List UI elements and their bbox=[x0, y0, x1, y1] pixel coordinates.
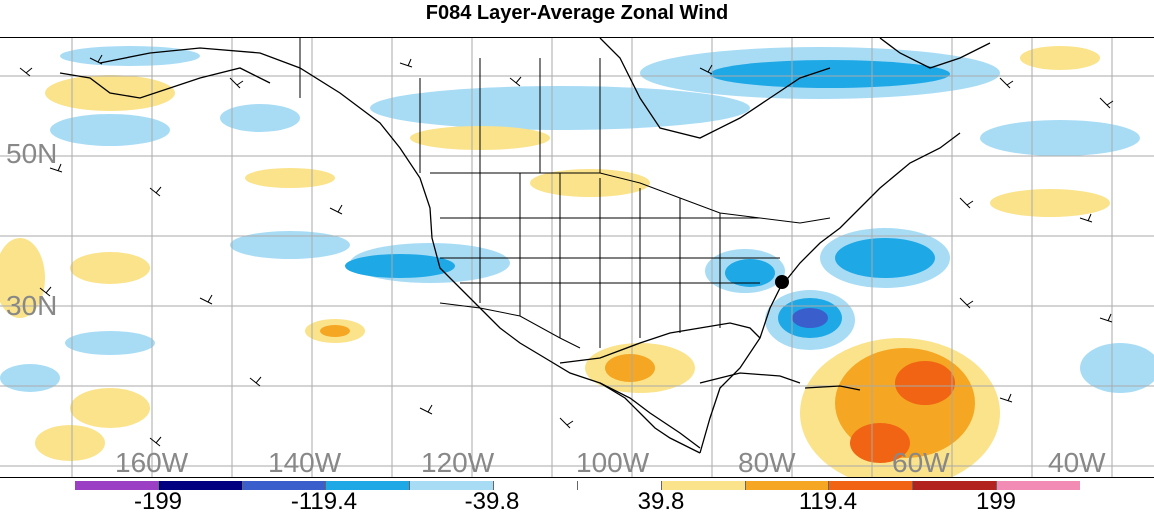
colorbar-segment-4 bbox=[410, 481, 495, 490]
colorbar-label: 39.8 bbox=[637, 488, 685, 515]
map-title: F084 Layer-Average Zonal Wind bbox=[425, 2, 729, 24]
lat-label-30n: 30N bbox=[6, 290, 58, 321]
us-canada-border bbox=[430, 172, 831, 224]
coastlines bbox=[59, 38, 991, 454]
shade-blue bbox=[710, 60, 950, 88]
colorbar-label: 119.4 bbox=[798, 488, 858, 515]
colorbar-label: -119.4 bbox=[290, 488, 358, 515]
shade-lightblue bbox=[0, 364, 60, 392]
shade-blue bbox=[835, 238, 935, 278]
shade-yellow bbox=[70, 252, 150, 284]
colorbar-segment-11 bbox=[997, 481, 1080, 490]
hudson-bay-coast bbox=[599, 38, 831, 139]
shade-lightblue bbox=[60, 46, 200, 66]
colorbar-segment-6 bbox=[577, 481, 662, 490]
colorbar-segment-2 bbox=[242, 481, 327, 490]
map-svg bbox=[0, 38, 1154, 477]
colorbar-segment-9 bbox=[829, 481, 914, 490]
shade-lightblue bbox=[370, 86, 750, 130]
wind-shading bbox=[0, 46, 1154, 477]
shade-lightblue bbox=[220, 104, 300, 132]
shade-lightblue bbox=[980, 120, 1140, 156]
colorbar-segment-7 bbox=[661, 481, 746, 490]
lon-label-140w: 140W bbox=[268, 447, 342, 478]
shade-yellow bbox=[0, 238, 45, 318]
shade-yellow bbox=[1020, 46, 1100, 70]
lon-label-120w: 120W bbox=[421, 447, 495, 478]
shade-yellow bbox=[245, 168, 335, 188]
shade-navy bbox=[792, 308, 828, 328]
shade-red bbox=[895, 361, 955, 405]
political-borders bbox=[299, 38, 831, 349]
state-lines bbox=[440, 173, 780, 348]
shade-lightblue bbox=[1080, 343, 1154, 393]
gulf-coast bbox=[559, 322, 761, 364]
shade-orange bbox=[605, 354, 655, 382]
colorbar-segment-3 bbox=[326, 481, 411, 490]
shade-lightblue bbox=[65, 331, 155, 355]
shade-lightblue bbox=[230, 231, 350, 259]
lon-label-160w: 160W bbox=[115, 447, 189, 478]
lon-label-80w: 80W bbox=[738, 447, 796, 478]
lon-label-60w: 60W bbox=[892, 447, 950, 478]
colorbar-segment-5 bbox=[494, 481, 578, 490]
wind-barbs bbox=[19, 54, 1114, 447]
colorbar-segment-8 bbox=[745, 481, 830, 490]
shade-blue bbox=[725, 259, 775, 287]
shade-yellow bbox=[990, 189, 1110, 217]
hispaniola-coast bbox=[804, 385, 861, 391]
colorbar-label: 199 bbox=[975, 488, 1017, 515]
us-mexico-border bbox=[439, 302, 581, 349]
lon-label-100w: 100W bbox=[576, 447, 650, 478]
shade-red bbox=[850, 423, 910, 463]
colorbar-segment-0 bbox=[75, 481, 159, 490]
colorbar-segment-1 bbox=[158, 481, 243, 490]
cuba-coast bbox=[699, 372, 801, 384]
location-marker bbox=[775, 275, 789, 289]
shade-lightblue bbox=[50, 114, 170, 146]
alaska-coast bbox=[59, 67, 271, 99]
canada-provinces bbox=[299, 38, 601, 173]
greenland-coast bbox=[879, 38, 991, 69]
colorbar bbox=[75, 481, 1080, 490]
shade-orange bbox=[320, 325, 350, 337]
colorbar-label: -39.8 bbox=[464, 488, 520, 515]
colorbar-segment-10 bbox=[913, 481, 998, 490]
north-america-coast bbox=[99, 47, 701, 454]
lat-label-50n: 50N bbox=[6, 138, 58, 169]
shade-yellow bbox=[35, 425, 105, 461]
map-panel: 50N 30N 160W 140W 120W 100W 80W 60W 40W bbox=[0, 37, 1154, 478]
lon-label-40w: 40W bbox=[1048, 447, 1106, 478]
shade-blue bbox=[345, 254, 455, 278]
east-coast bbox=[699, 132, 961, 454]
colorbar-label: -199 bbox=[133, 488, 183, 515]
shade-yellow bbox=[70, 388, 150, 428]
central-america-coast bbox=[599, 382, 701, 449]
